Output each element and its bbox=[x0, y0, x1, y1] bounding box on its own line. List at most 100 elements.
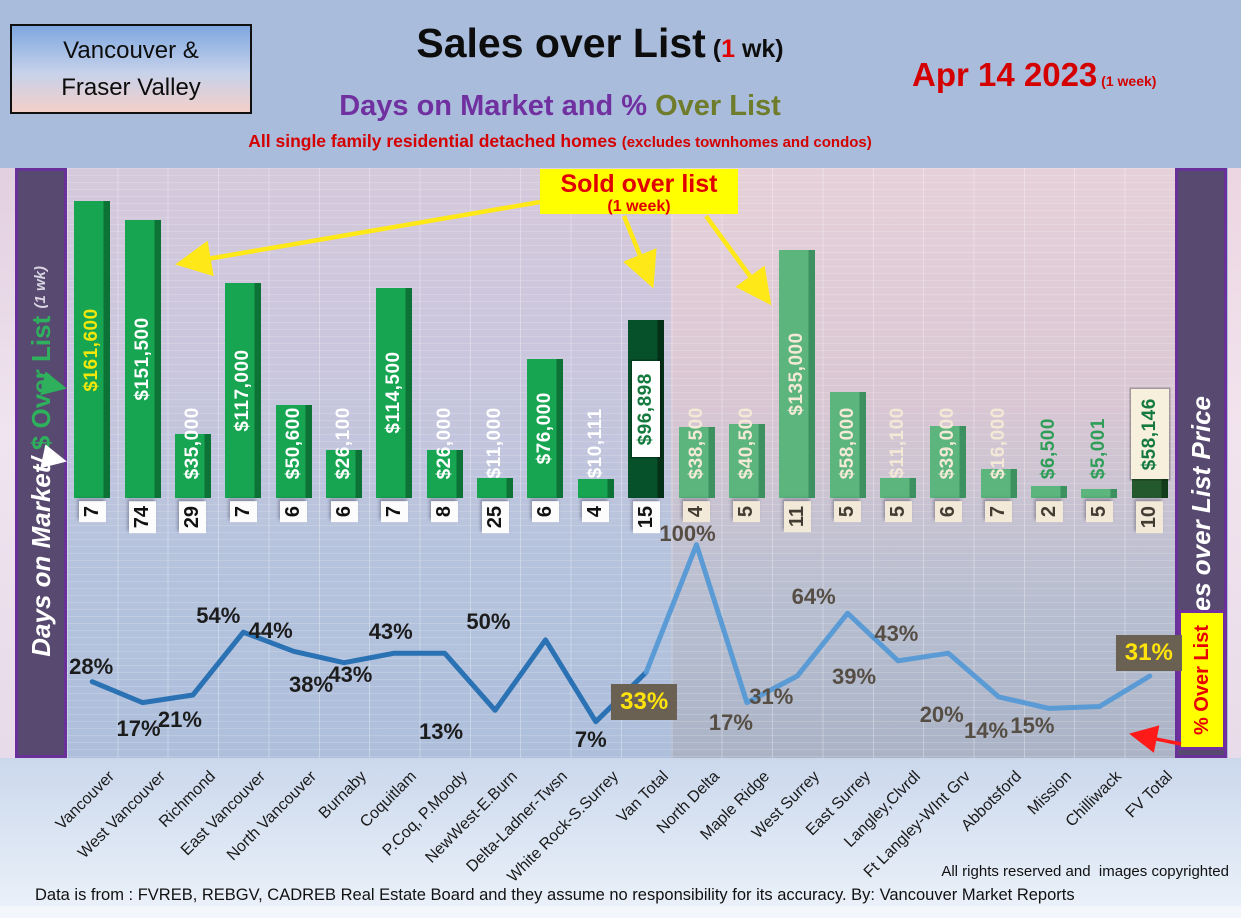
bar-value-label: $39,000 bbox=[937, 407, 959, 480]
bar-value-box bbox=[632, 361, 661, 457]
percent-over-list-badge: % Over List bbox=[1178, 610, 1226, 750]
percent-label: 50% bbox=[466, 608, 511, 634]
bar-value-label: $16,000 bbox=[987, 407, 1009, 480]
percent-label: 7% bbox=[574, 726, 607, 752]
bar bbox=[477, 478, 514, 498]
bar-value-label: $26,000 bbox=[433, 407, 455, 480]
days-on-market-value: 74 bbox=[129, 501, 157, 534]
region-box-line2: Fraser Valley bbox=[61, 74, 201, 101]
bar-value-label: $38,500 bbox=[685, 407, 707, 480]
percent-label: 28% bbox=[69, 653, 114, 679]
bar-value-label: $40,500 bbox=[735, 407, 757, 480]
bar bbox=[124, 220, 161, 498]
days-on-market-value: 5 bbox=[834, 501, 862, 523]
right-axis-title: Sales over List Price bbox=[1185, 395, 1216, 651]
days-on-market-value: 7 bbox=[985, 501, 1013, 523]
bar-value-label: $35,000 bbox=[181, 407, 203, 480]
days-on-market-value: 6 bbox=[330, 501, 358, 523]
days-on-market-value: 29 bbox=[179, 501, 207, 534]
days-on-market-value: 6 bbox=[280, 501, 308, 523]
percent-label: 43% bbox=[328, 662, 373, 688]
page-title: Sales over List (1 wk) bbox=[416, 20, 784, 66]
percent-label: 39% bbox=[831, 663, 877, 689]
bar-value-label: $5,001 bbox=[1088, 418, 1110, 480]
percent-label: 31% bbox=[749, 684, 794, 709]
bar-value-label: $76,000 bbox=[534, 392, 556, 465]
days-on-market-value: 6 bbox=[934, 501, 962, 523]
days-on-market-value: 10 bbox=[1136, 501, 1164, 534]
percent-label: 44% bbox=[248, 618, 293, 644]
percent-label: 38% bbox=[288, 671, 334, 697]
region-box-line1: Vancouver & bbox=[63, 36, 199, 64]
bar-value-label: $161,600 bbox=[81, 308, 103, 392]
percent-label: 43% bbox=[874, 621, 919, 647]
percent-label: 17% bbox=[708, 709, 753, 735]
days-on-market-value: 4 bbox=[683, 501, 711, 523]
bar bbox=[678, 427, 715, 498]
bar-value-box bbox=[1130, 389, 1169, 479]
percent-label: 20% bbox=[919, 701, 964, 727]
left-axis-title: Days on Market/ $ Over List (1 wk) bbox=[25, 265, 56, 657]
percent-label: 21% bbox=[157, 707, 202, 733]
bar bbox=[577, 479, 614, 498]
days-on-market-value: 11 bbox=[783, 501, 811, 533]
days-on-market-value: 15 bbox=[632, 501, 660, 534]
days-on-market-value: 7 bbox=[229, 501, 257, 523]
bar-value-label: $50,600 bbox=[282, 407, 304, 480]
bar bbox=[930, 426, 967, 498]
bar-value-label: $11,000 bbox=[484, 407, 506, 479]
bar bbox=[728, 424, 765, 498]
bar-value-label: $117,000 bbox=[232, 349, 254, 432]
days-on-market-value: 6 bbox=[531, 501, 559, 523]
tagline: All single family residential detached h… bbox=[248, 131, 872, 151]
percent-label: 100% bbox=[659, 520, 716, 546]
bar-value-label: $96,898 bbox=[635, 373, 657, 446]
bar bbox=[225, 283, 262, 498]
percent-label: 64% bbox=[791, 584, 836, 610]
bar bbox=[174, 434, 211, 498]
subtitle: Days on Market and % Over List bbox=[339, 90, 781, 122]
days-on-market-value: 25 bbox=[481, 501, 509, 534]
copyright-note: All rights reserved and images copyright… bbox=[941, 863, 1229, 880]
days-on-market-value: 4 bbox=[582, 501, 610, 523]
region-box: Vancouver & Fraser Valley bbox=[10, 24, 252, 114]
left-axis-title-bar: Days on Market/ $ Over List (1 wk) bbox=[15, 168, 67, 758]
bar-value-label: $26,100 bbox=[333, 407, 354, 480]
bar bbox=[779, 250, 816, 498]
percent-label: 31% bbox=[1115, 635, 1182, 671]
percent-label: 17% bbox=[116, 715, 161, 741]
percent-label: 15% bbox=[1010, 713, 1055, 739]
bar-value-label: $114,500 bbox=[383, 351, 405, 434]
bar-value-label: $58,000 bbox=[836, 407, 858, 480]
bar-value-label: $151,500 bbox=[131, 317, 153, 401]
days-on-market-value: 5 bbox=[884, 501, 912, 523]
bar bbox=[829, 392, 866, 498]
bar bbox=[376, 288, 413, 498]
days-on-market-value: 2 bbox=[1035, 501, 1063, 523]
percent-label: 54% bbox=[196, 603, 241, 629]
report-date: Apr 14 2023 (1 week) bbox=[912, 56, 1157, 93]
bar bbox=[1081, 489, 1118, 498]
percent-label: 13% bbox=[419, 719, 464, 745]
days-on-market-value: 5 bbox=[1085, 501, 1113, 523]
percent-label: 14% bbox=[964, 718, 1009, 744]
bottom-strip bbox=[0, 906, 1241, 918]
bar-value-label: $6,500 bbox=[1038, 418, 1060, 480]
bar bbox=[326, 450, 362, 498]
bar bbox=[74, 201, 111, 498]
right-edge-strip bbox=[1228, 168, 1241, 758]
left-edge-strip bbox=[0, 168, 15, 758]
data-source-disclaimer: Data is from : FVREB, REBGV, CADREB Real… bbox=[35, 886, 1075, 904]
days-on-market-value: 8 bbox=[431, 501, 459, 523]
days-on-market-value: 5 bbox=[733, 501, 761, 523]
bar bbox=[426, 450, 463, 498]
sold-over-list-callout: Sold over list (1 week) bbox=[540, 169, 738, 215]
bar-value-label: $10,111 bbox=[584, 408, 606, 479]
percent-label: 33% bbox=[611, 684, 678, 721]
bar bbox=[275, 405, 312, 498]
bar bbox=[527, 359, 564, 498]
bar bbox=[880, 478, 916, 498]
bar-value-label: $58,146 bbox=[1138, 398, 1160, 471]
days-on-market-value: 7 bbox=[380, 501, 408, 523]
